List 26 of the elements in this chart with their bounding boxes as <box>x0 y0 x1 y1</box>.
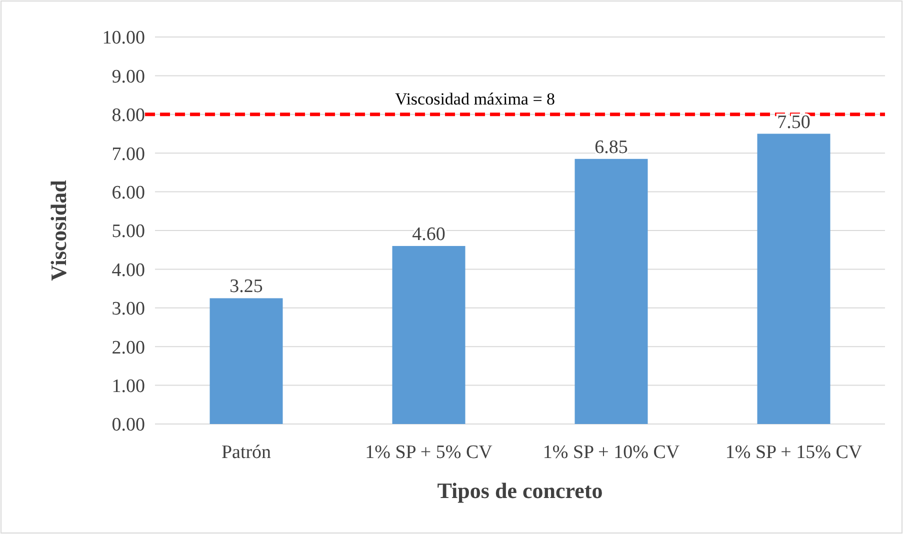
x-tick-label: 1% SP + 10% CV <box>542 442 680 463</box>
ref-line-label: Viscosidad máxima = 8 <box>394 89 556 108</box>
y-tick-label: 4.00 <box>112 260 145 281</box>
y-tick-label: 2.00 <box>112 337 145 358</box>
data-label: 4.60 <box>412 224 446 245</box>
y-tick-label: 5.00 <box>112 221 145 242</box>
y-tick-label: 6.00 <box>112 182 145 204</box>
y-tick-label: 1.00 <box>112 376 145 397</box>
bar <box>210 298 283 424</box>
x-axis-title: Tipos de concreto <box>437 478 603 503</box>
y-tick-label: 3.00 <box>112 298 145 320</box>
x-tick-label: Patrón <box>221 442 272 463</box>
y-tick-label: 9.00 <box>112 66 145 88</box>
x-tick-label: 1% SP + 15% CV <box>725 442 862 463</box>
x-tick-label: 1% SP + 5% CV <box>365 442 493 463</box>
bar <box>757 134 830 424</box>
y-tick-label: 8.00 <box>112 105 145 126</box>
y-tick-label: 0.00 <box>112 414 145 436</box>
data-label: 7.50 <box>777 112 810 133</box>
y-tick-label: 7.00 <box>112 144 145 165</box>
bar <box>574 158 648 424</box>
y-axis-title: Viscosidad <box>46 180 71 281</box>
data-label: 6.85 <box>594 136 628 158</box>
bar <box>392 246 466 424</box>
data-label: 3.25 <box>230 276 263 298</box>
y-tick-label: 10.00 <box>102 28 145 49</box>
